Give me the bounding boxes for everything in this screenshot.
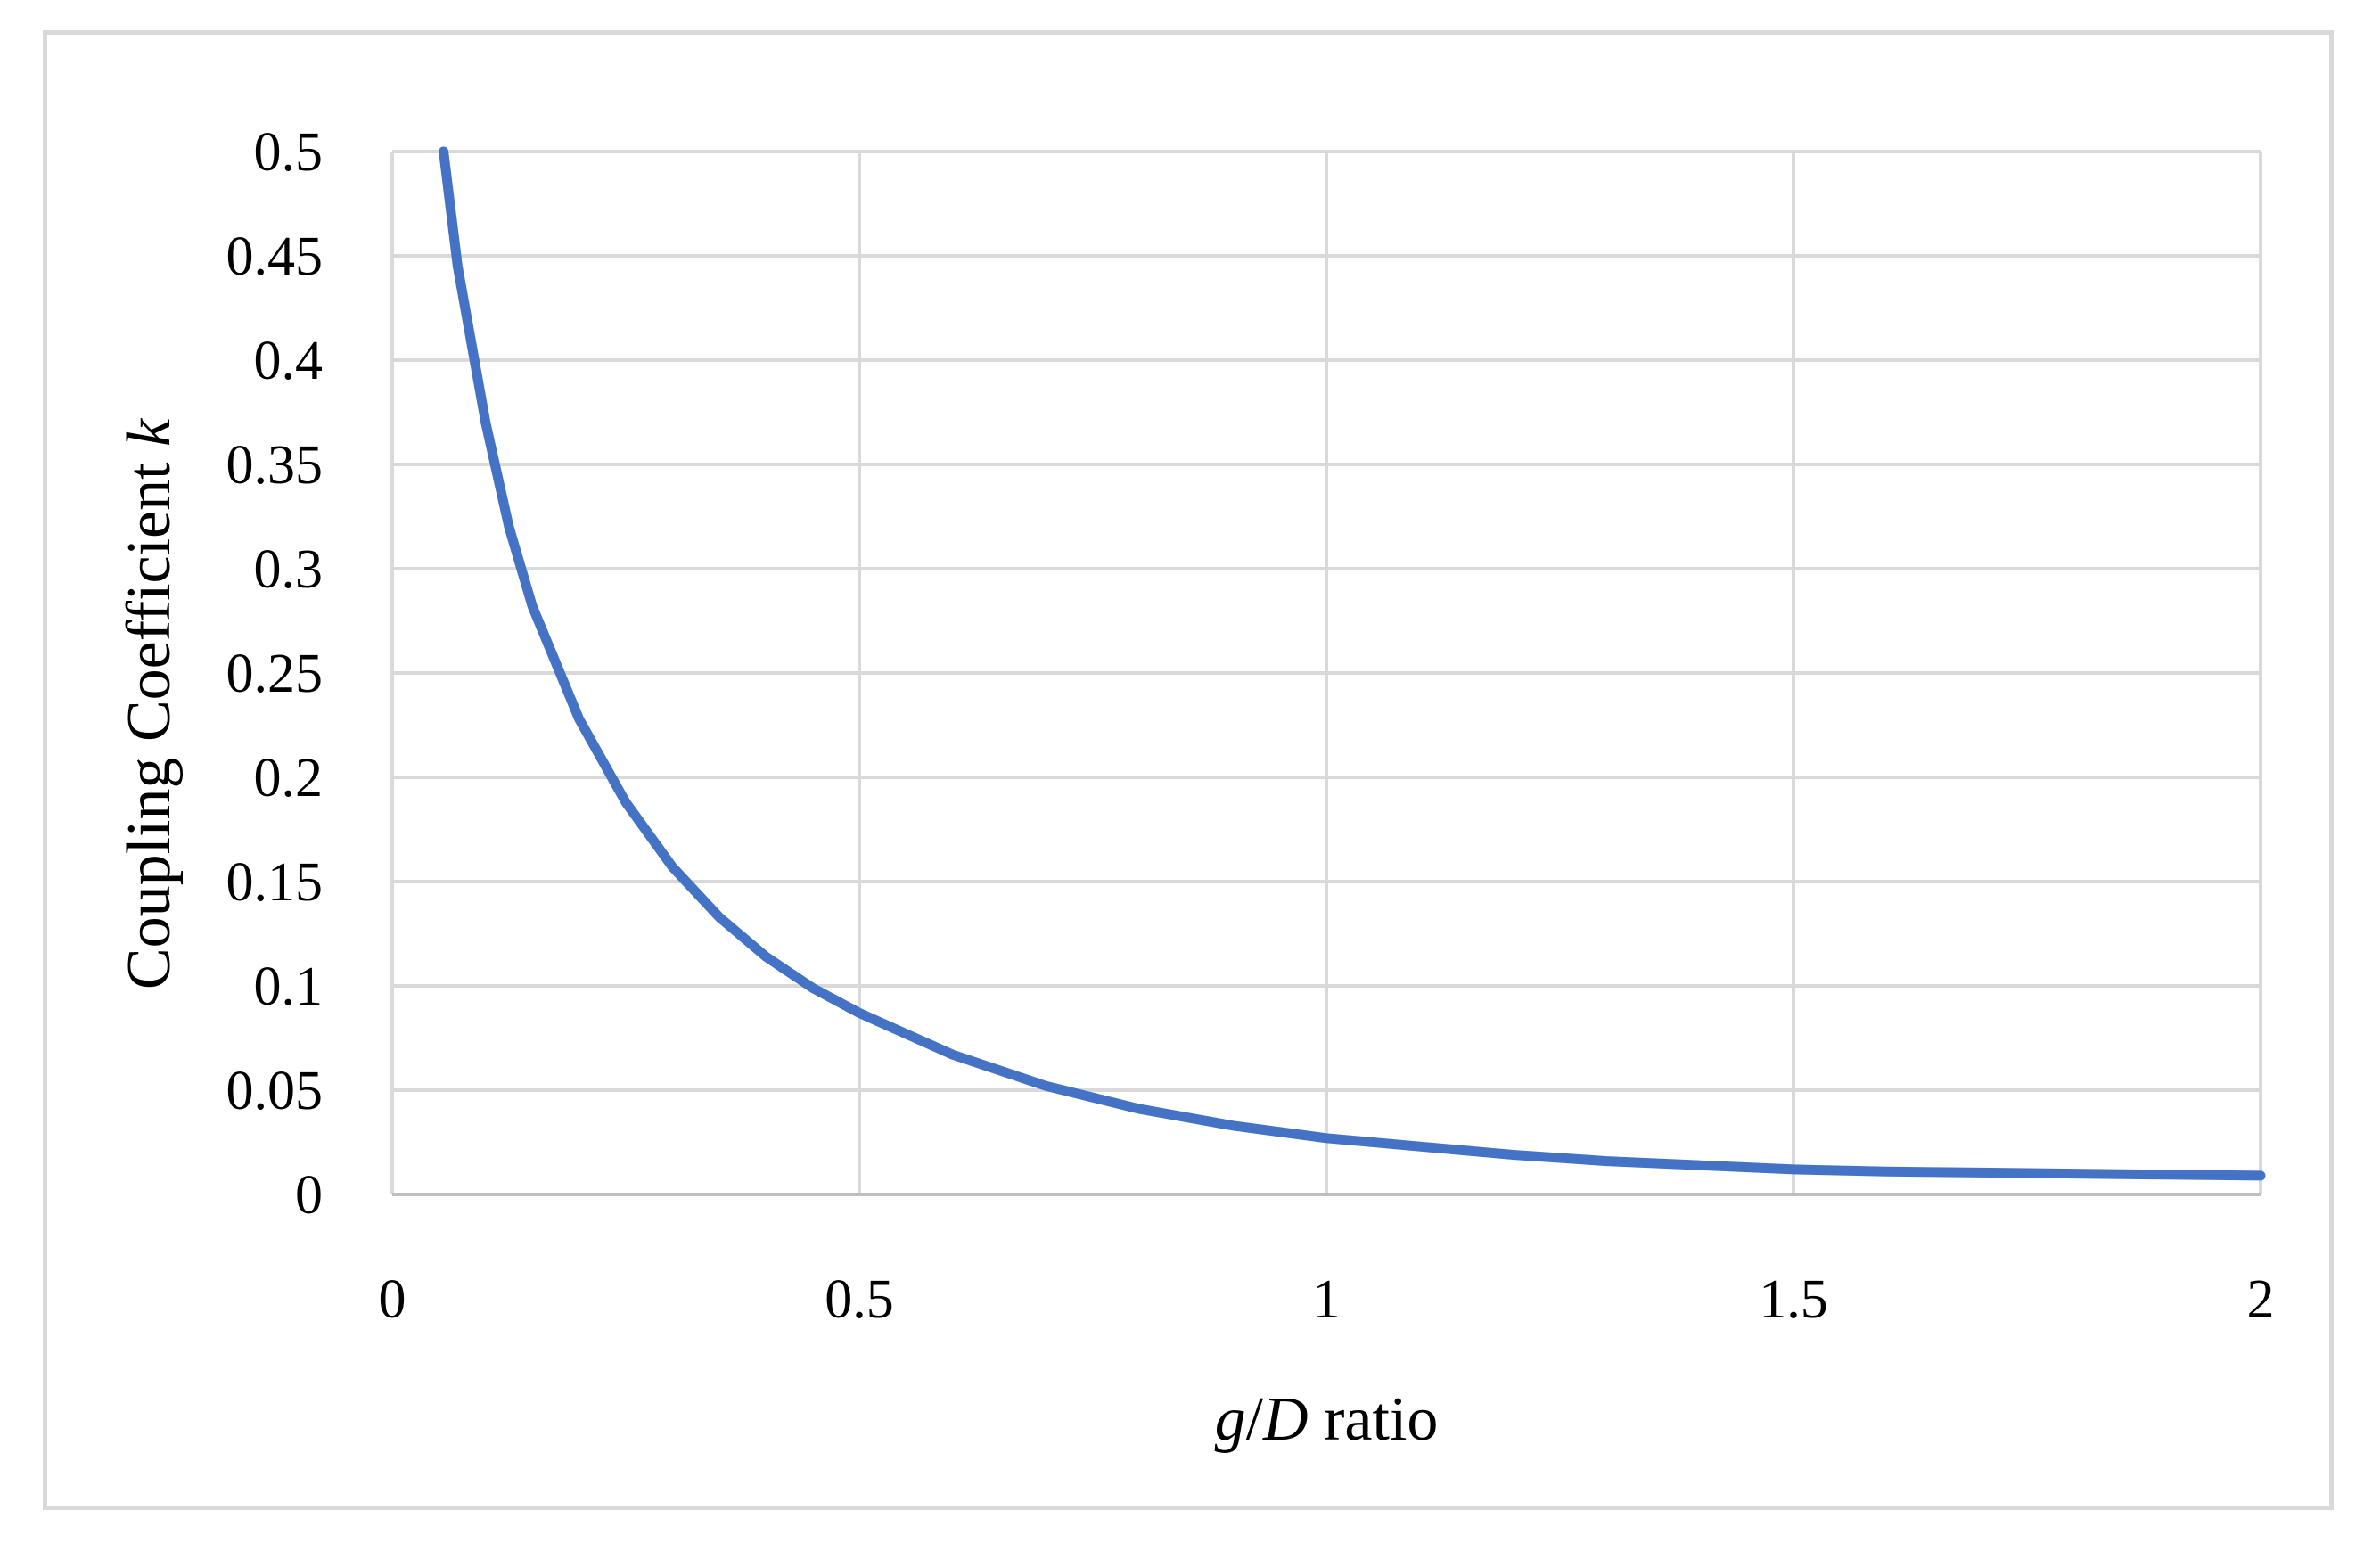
series-line-0 <box>439 146 2266 1181</box>
x-tick-label: 0.5 <box>825 1269 894 1330</box>
x-tick-label: 0 <box>379 1269 406 1330</box>
y-tick-labels: 0 0.05 0.1 0.15 0.2 0.25 0.3 0.35 0.4 0.45 0.5 <box>226 122 324 1226</box>
y-tick-label: 0 <box>295 1165 323 1226</box>
ylabel-part: Coupling Coefficient <box>115 447 184 989</box>
y-tick-label: 0.35 <box>226 435 324 496</box>
xlabel-part: / <box>1246 1385 1264 1454</box>
xlabel-part: ratio <box>1309 1385 1439 1454</box>
x-tick-label: 1.5 <box>1759 1269 1828 1330</box>
x-axis-title: g/D ratio <box>1215 1385 1439 1454</box>
x-tick-label: 2 <box>2247 1269 2275 1330</box>
y-tick-label: 0.15 <box>226 852 324 913</box>
ylabel-part: k <box>115 417 184 447</box>
series-layer <box>439 146 2266 1181</box>
y-tick-label: 0.05 <box>226 1061 324 1121</box>
y-tick-label: 0.2 <box>254 748 324 808</box>
y-axis-title: Coupling Coefficient k <box>115 417 184 989</box>
xlabel-part: D <box>1262 1385 1309 1454</box>
y-tick-label: 0.3 <box>254 539 324 600</box>
y-tick-label: 0.25 <box>226 644 324 704</box>
x-tick-labels: 0 0.5 1 1.5 2 <box>379 1269 2275 1330</box>
xlabel-part: g <box>1215 1385 1246 1454</box>
y-tick-label: 0.5 <box>254 122 324 183</box>
x-tick-label: 1 <box>1313 1269 1341 1330</box>
y-tick-label: 0.4 <box>254 331 324 391</box>
y-tick-label: 0.1 <box>254 956 324 1017</box>
y-tick-label: 0.45 <box>226 226 324 287</box>
chart-frame <box>43 30 2334 1510</box>
grid-lines <box>390 150 2262 1194</box>
